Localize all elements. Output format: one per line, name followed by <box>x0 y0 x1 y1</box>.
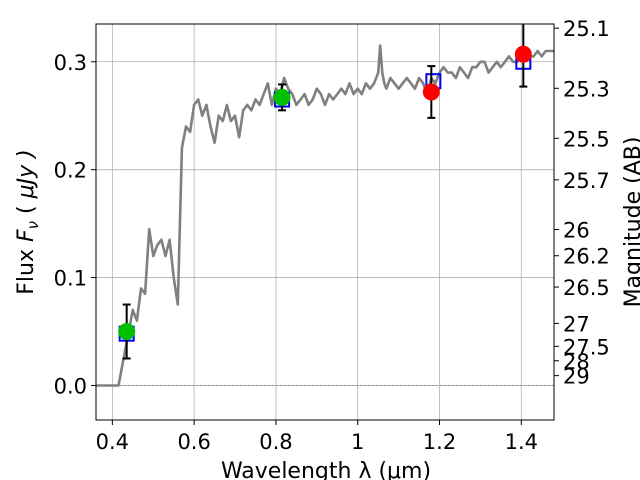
observed-point <box>422 83 440 101</box>
observed-series <box>118 24 532 360</box>
y2-tick-label: 27.5 <box>563 335 610 359</box>
y-tick-label: 0.2 <box>54 159 87 183</box>
spectrum-series <box>96 44 554 387</box>
y2-tick-label: 26.2 <box>563 245 610 269</box>
y-axis-label-mid: ( <box>14 198 39 221</box>
y2-tick-label: 25.5 <box>563 127 610 151</box>
observed-point <box>514 45 532 63</box>
observed-point <box>273 88 291 106</box>
y2-tick-label: 25.3 <box>563 77 610 101</box>
y2-tick-label: 25.7 <box>563 169 610 193</box>
y-axis-label-subscript: ν <box>24 221 42 229</box>
observed-point <box>118 323 136 341</box>
y2-tick-label: 28 <box>563 350 590 374</box>
plot-area <box>96 24 554 420</box>
y-axis-label-unit: μJy ) <box>14 149 39 199</box>
y-axis-label-symbol: F <box>14 229 39 242</box>
y2-tick-label: 26.5 <box>563 276 610 300</box>
x-axis-ticks: 0.4 0.6 0.8 1 1.2 1.4 <box>96 420 538 454</box>
spectrum-line <box>96 44 554 387</box>
y-axis-ticks: 0.0 0.1 0.2 0.3 <box>54 51 96 398</box>
x-axis-label: Wavelength λ (μm) <box>221 459 431 480</box>
y2-tick-label: 27 <box>563 312 590 336</box>
y-tick-label: 0.3 <box>54 51 87 75</box>
y2-tick-label: 25.1 <box>563 17 610 41</box>
y-tick-label: 0.0 <box>54 374 87 398</box>
x-tick-label: 1.2 <box>423 430 456 454</box>
x-tick-label: 0.4 <box>96 430 129 454</box>
y-axis-label: Flux Fν ( μJy ) <box>14 149 42 294</box>
y-tick-label: 0.1 <box>54 267 87 291</box>
x-tick-label: 1 <box>351 430 364 454</box>
axes-frame <box>95 23 555 421</box>
y-axis-label-prefix: Flux <box>14 242 39 295</box>
y2-axis-label: Magnitude (AB) <box>621 137 640 308</box>
y2-tick-label: 26 <box>563 219 590 243</box>
x-tick-label: 0.8 <box>259 430 292 454</box>
x-tick-label: 1.4 <box>505 430 538 454</box>
x-tick-label: 0.6 <box>177 430 210 454</box>
y2-tick-label: 29 <box>563 365 590 389</box>
